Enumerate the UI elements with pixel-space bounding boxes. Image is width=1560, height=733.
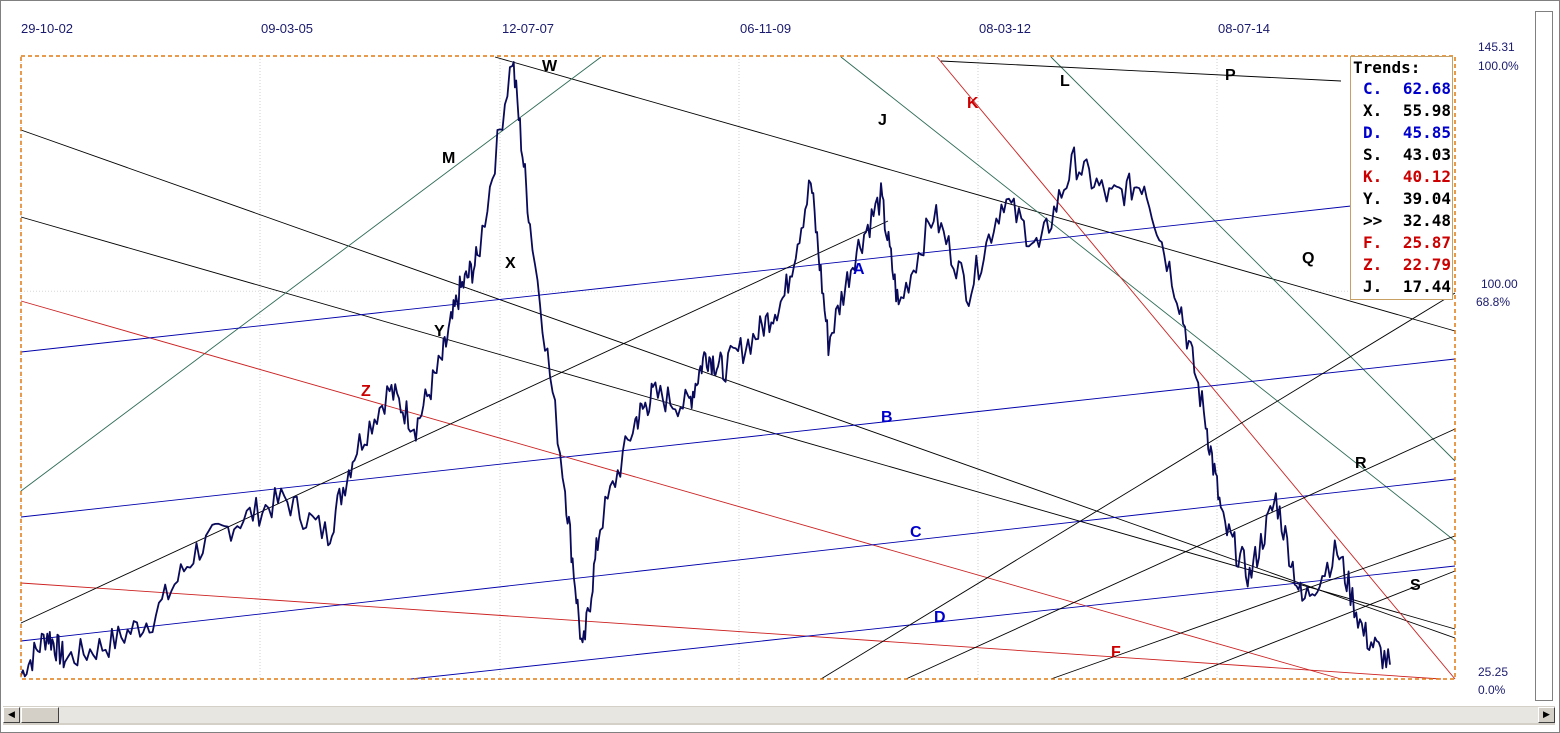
arrow-right-icon[interactable]: ▶	[1538, 707, 1555, 723]
legend-item-name: Y.	[1363, 189, 1383, 208]
trendline-label: K	[967, 95, 979, 112]
legend-item-name: D.	[1363, 123, 1383, 142]
trendline-label: A	[853, 261, 865, 278]
price-line	[20, 61, 1391, 678]
legend-item-name: S.	[1363, 145, 1383, 164]
trendline-label: Q	[1302, 250, 1314, 267]
trendline-label: M	[442, 150, 455, 167]
trendline	[20, 582, 1442, 680]
legend-item-value: 55.98	[1402, 101, 1451, 120]
right-panel	[1535, 11, 1553, 701]
trendline	[20, 358, 1456, 518]
legend-item-value: 45.85	[1402, 123, 1451, 142]
arrow-left-icon[interactable]: ◀	[3, 707, 20, 723]
legend-item-value: 22.79	[1402, 255, 1451, 274]
trendlines-layer	[20, 56, 1456, 680]
horizontal-scrollbar[interactable]: ◀ ▶	[3, 705, 1555, 725]
legend-item-name: K.	[1363, 167, 1383, 186]
trendline	[1180, 570, 1456, 680]
scrollbar-thumb[interactable]	[21, 707, 59, 723]
grid-layer	[20, 56, 1455, 679]
x-date-label: 06-11-09	[740, 21, 791, 36]
legend-item: Z. 22.79	[1363, 255, 1451, 277]
trendline-label: D	[934, 609, 946, 626]
x-date-label: 12-07-07	[502, 21, 554, 36]
trendline-label: L	[1060, 73, 1070, 90]
legend-item-name: X.	[1363, 101, 1383, 120]
legend-item: J. 17.44	[1363, 277, 1451, 299]
legend-item-value: 32.48	[1402, 211, 1451, 230]
x-date-label: 29-10-02	[21, 21, 73, 36]
x-date-label: 08-07-14	[1218, 21, 1270, 36]
x-date-label: 08-03-12	[979, 21, 1031, 36]
trendline-label: W	[542, 58, 558, 75]
x-date-label: 09-03-05	[261, 21, 313, 36]
trendline	[20, 216, 1456, 630]
trendline-label: C	[910, 524, 922, 541]
trendline	[20, 300, 1342, 680]
right-axis: 145.31 100.0% 100.00 68.8% 25.25 0.0%	[1476, 40, 1519, 697]
trendline-label: P	[1225, 67, 1236, 84]
legend-item-value: 62.68	[1402, 79, 1451, 98]
legend-item: F. 25.87	[1363, 233, 1451, 255]
legend-item-value: 17.44	[1402, 277, 1451, 296]
price-layer	[20, 61, 1391, 678]
trendline-label: Z	[361, 383, 371, 400]
legend-item-name: J.	[1363, 277, 1383, 296]
legend-item: X. 55.98	[1363, 101, 1451, 123]
legend-item: D. 45.85	[1363, 123, 1451, 145]
trendline-label: J	[878, 112, 887, 129]
axis-mid-pct: 68.8%	[1476, 295, 1510, 309]
axis-top-pct: 100.0%	[1478, 59, 1519, 73]
x-axis-dates: 29-10-02 09-03-05 12-07-07 06-11-09 08-03-12…	[21, 21, 1270, 36]
trendline	[20, 205, 1352, 353]
legend-item-name: F.	[1363, 233, 1383, 252]
trendline	[410, 565, 1456, 680]
trendline	[494, 56, 1456, 332]
trendline	[840, 56, 1456, 542]
legend-item: >> 32.48	[1363, 211, 1451, 233]
trendline-label: B	[881, 409, 893, 426]
legend-item-value: 43.03	[1402, 145, 1451, 164]
legend-item-value: 40.12	[1402, 167, 1451, 186]
trendline	[1050, 535, 1456, 680]
legend-item: K. 40.12	[1363, 167, 1451, 189]
legend-item-name: C.	[1363, 79, 1383, 98]
chart-svg: W M J K L P X Y Z A B C D F Q R S 29-10-02 09-03-05 12-07-…	[20, 21, 1519, 697]
trendline-label: X	[505, 255, 516, 272]
trendline	[20, 56, 602, 492]
legend-item-value: 39.04	[1402, 189, 1451, 208]
trendline	[940, 60, 1342, 82]
plot-border	[20, 55, 1456, 680]
trendline-label: S	[1410, 577, 1421, 594]
trends-legend: Trends: C. 62.68 X. 55.98 D. 45.85 S. 43.03 K. 40…	[1350, 56, 1453, 300]
axis-bottom-value: 25.25	[1478, 665, 1508, 679]
trendline	[820, 292, 1456, 680]
trendline	[20, 478, 1456, 642]
trendline-label: F	[1111, 644, 1121, 661]
axis-top-value: 145.31	[1478, 40, 1515, 54]
legend-item-name: >>	[1363, 211, 1383, 230]
trendline-label: R	[1355, 455, 1367, 472]
legend-item: C. 62.68	[1363, 79, 1451, 101]
trendline-labels-layer: W M J K L P X Y Z A B C D F Q R S	[361, 58, 1421, 661]
trendline	[20, 220, 889, 624]
trendline	[1050, 56, 1456, 462]
legend-item: S. 43.03	[1363, 145, 1451, 167]
trendline	[905, 428, 1456, 680]
legend-title: Trends:	[1353, 58, 1421, 77]
axis-mid-value: 100.00	[1481, 277, 1518, 291]
scrollbar-track[interactable]	[20, 707, 1538, 723]
axis-bottom-pct: 0.0%	[1478, 683, 1506, 697]
legend-item-value: 25.87	[1402, 233, 1451, 252]
trendline	[20, 129, 1456, 639]
legend-item-name: Z.	[1363, 255, 1383, 274]
trendline-label: Y	[434, 323, 445, 340]
legend-item: Y. 39.04	[1363, 189, 1451, 211]
